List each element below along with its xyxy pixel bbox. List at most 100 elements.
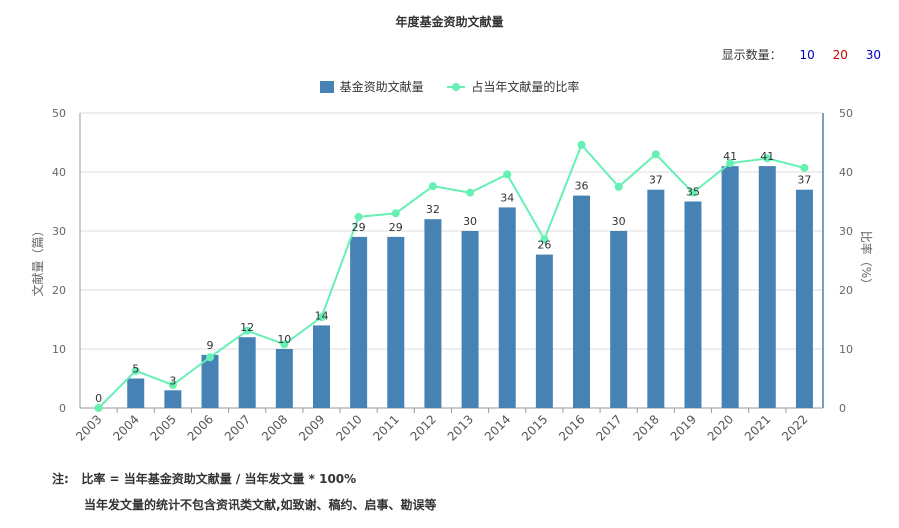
x-tick-label-2008: 2008: [259, 412, 290, 443]
bar-value-label-2015: 26: [537, 239, 551, 252]
ratio-point-2003: [94, 404, 103, 412]
y-right-tick-label: 0: [839, 402, 846, 415]
bar-value-label-2016: 36: [575, 180, 589, 193]
ratio-point-2004: [131, 366, 140, 375]
display-count-label: 显示数量：: [721, 48, 782, 62]
bar-2019: [684, 201, 702, 408]
ratio-point-2014: [503, 170, 512, 179]
ratio-point-2020: [726, 159, 735, 168]
bar-value-label-2005: 3: [169, 374, 176, 387]
x-tick-label-2016: 2016: [556, 412, 587, 443]
x-tick-label-2004: 2004: [110, 412, 141, 443]
ratio-point-2005: [168, 380, 177, 389]
legend-line-swatch: [447, 81, 466, 93]
x-tick-label-2006: 2006: [185, 412, 216, 443]
x-tick-label-2019: 2019: [668, 412, 699, 443]
legend-bar-swatch: [319, 81, 334, 93]
ratio-point-2006: [206, 353, 215, 362]
display-count-selector: 显示数量： 10 20 30: [722, 46, 881, 63]
bar-value-label-2004: 5: [132, 363, 139, 376]
display-count-option-20[interactable]: 20: [832, 48, 848, 62]
y-left-tick-label: 50: [52, 107, 66, 120]
bar-2007: [238, 337, 256, 408]
ratio-point-2007: [243, 326, 252, 335]
bar-value-label-2019: 35: [686, 186, 700, 199]
x-tick-label-2018: 2018: [630, 412, 661, 443]
ratio-point-2017: [614, 182, 623, 191]
ratio-point-2016: [577, 140, 586, 149]
bar-value-label-2017: 30: [612, 215, 626, 228]
y-left-tick-label: 30: [52, 225, 66, 238]
bar-2011: [387, 236, 405, 408]
bar-value-label-2011: 29: [389, 221, 403, 234]
ratio-point-2022: [800, 163, 809, 172]
chart-title: 年度基金资助文献量: [395, 15, 504, 29]
y-right-tick-label: 30: [839, 225, 853, 238]
x-tick-label-2022: 2022: [779, 412, 810, 443]
footnote-line-2: 当年发文量的统计不包含资讯类文献,如致谢、稿约、启事、勘误等: [84, 498, 437, 512]
footnote: 注: 比率 = 当年基金资助文献量 / 当年发文量 * 100% 当年发文量的统…: [52, 470, 437, 513]
bar-value-label-2010: 29: [352, 221, 366, 234]
ratio-point-2008: [280, 340, 289, 349]
bar-2020: [721, 166, 739, 408]
ratio-point-2018: [651, 150, 660, 159]
x-tick-label-2005: 2005: [147, 412, 178, 443]
y-right-tick-label: 10: [839, 343, 853, 356]
ratio-point-2012: [428, 182, 437, 191]
x-tick-label-2010: 2010: [333, 412, 364, 443]
y-right-tick-label: 40: [839, 166, 853, 179]
x-tick-label-2009: 2009: [296, 412, 327, 443]
bar-2017: [610, 231, 628, 408]
x-tick-label-2020: 2020: [705, 412, 736, 443]
x-tick-label-2021: 2021: [742, 412, 773, 443]
bar-2009: [312, 325, 330, 408]
legend-line-label: 占当年文献量的比率: [471, 80, 580, 94]
y-left-axis-title: 文献量（篇）: [30, 224, 45, 296]
bar-2006: [201, 354, 219, 408]
y-right-tick-label: 20: [839, 284, 853, 297]
bar-value-label-2014: 34: [500, 191, 514, 204]
bar-value-label-2008: 10: [277, 333, 291, 346]
y-left-tick-label: 40: [52, 166, 66, 179]
x-tick-label-2007: 2007: [222, 412, 253, 443]
bar-2013: [461, 231, 479, 408]
bar-2015: [535, 254, 553, 408]
ratio-point-2013: [466, 188, 475, 197]
x-tick-label-2014: 2014: [482, 412, 513, 443]
y-right-tick-label: 50: [839, 107, 853, 120]
bar-value-label-2020: 41: [723, 150, 737, 163]
x-tick-label-2012: 2012: [408, 412, 439, 443]
display-count-option-10[interactable]: 10: [799, 48, 815, 62]
bar-value-label-2013: 30: [463, 215, 477, 228]
footnote-line-1: 注: 比率 = 当年基金资助文献量 / 当年发文量 * 100%: [52, 472, 357, 486]
bar-value-label-2006: 9: [207, 339, 214, 352]
bar-2018: [647, 189, 665, 408]
bar-2012: [424, 219, 442, 408]
ratio-line: [97, 142, 805, 409]
ratio-point-2015: [540, 235, 549, 244]
ratio-point-2019: [688, 188, 697, 197]
x-tick-label-2011: 2011: [370, 412, 401, 443]
bar-value-label-2007: 12: [240, 321, 254, 334]
display-count-option-30[interactable]: 30: [865, 48, 881, 62]
legend-item-bar[interactable]: 基金资助文献量: [319, 78, 424, 95]
bar-value-label-2022: 37: [797, 174, 811, 187]
y-left-tick-label: 0: [59, 402, 66, 415]
legend-item-line[interactable]: 占当年文献量的比率: [447, 78, 579, 95]
bar-2016: [573, 195, 591, 408]
bar-value-label-2021: 41: [760, 150, 774, 163]
bar-value-label-2009: 14: [314, 309, 328, 322]
bar-value-label-2012: 32: [426, 203, 440, 216]
bar-2005: [164, 390, 182, 408]
ratio-point-2011: [391, 209, 400, 218]
chart-legend: 基金资助文献量 占当年文献量的比率: [0, 78, 899, 95]
x-tick-label-2003: 2003: [73, 412, 104, 443]
y-right-axis-title: 比率（%）: [859, 231, 874, 290]
bar-value-label-2018: 37: [649, 174, 663, 187]
ratio-point-2009: [317, 313, 326, 322]
bar-2004: [127, 378, 145, 408]
y-left-tick-label: 20: [52, 284, 66, 297]
bar-2022: [795, 189, 813, 408]
x-tick-label-2013: 2013: [445, 412, 476, 443]
